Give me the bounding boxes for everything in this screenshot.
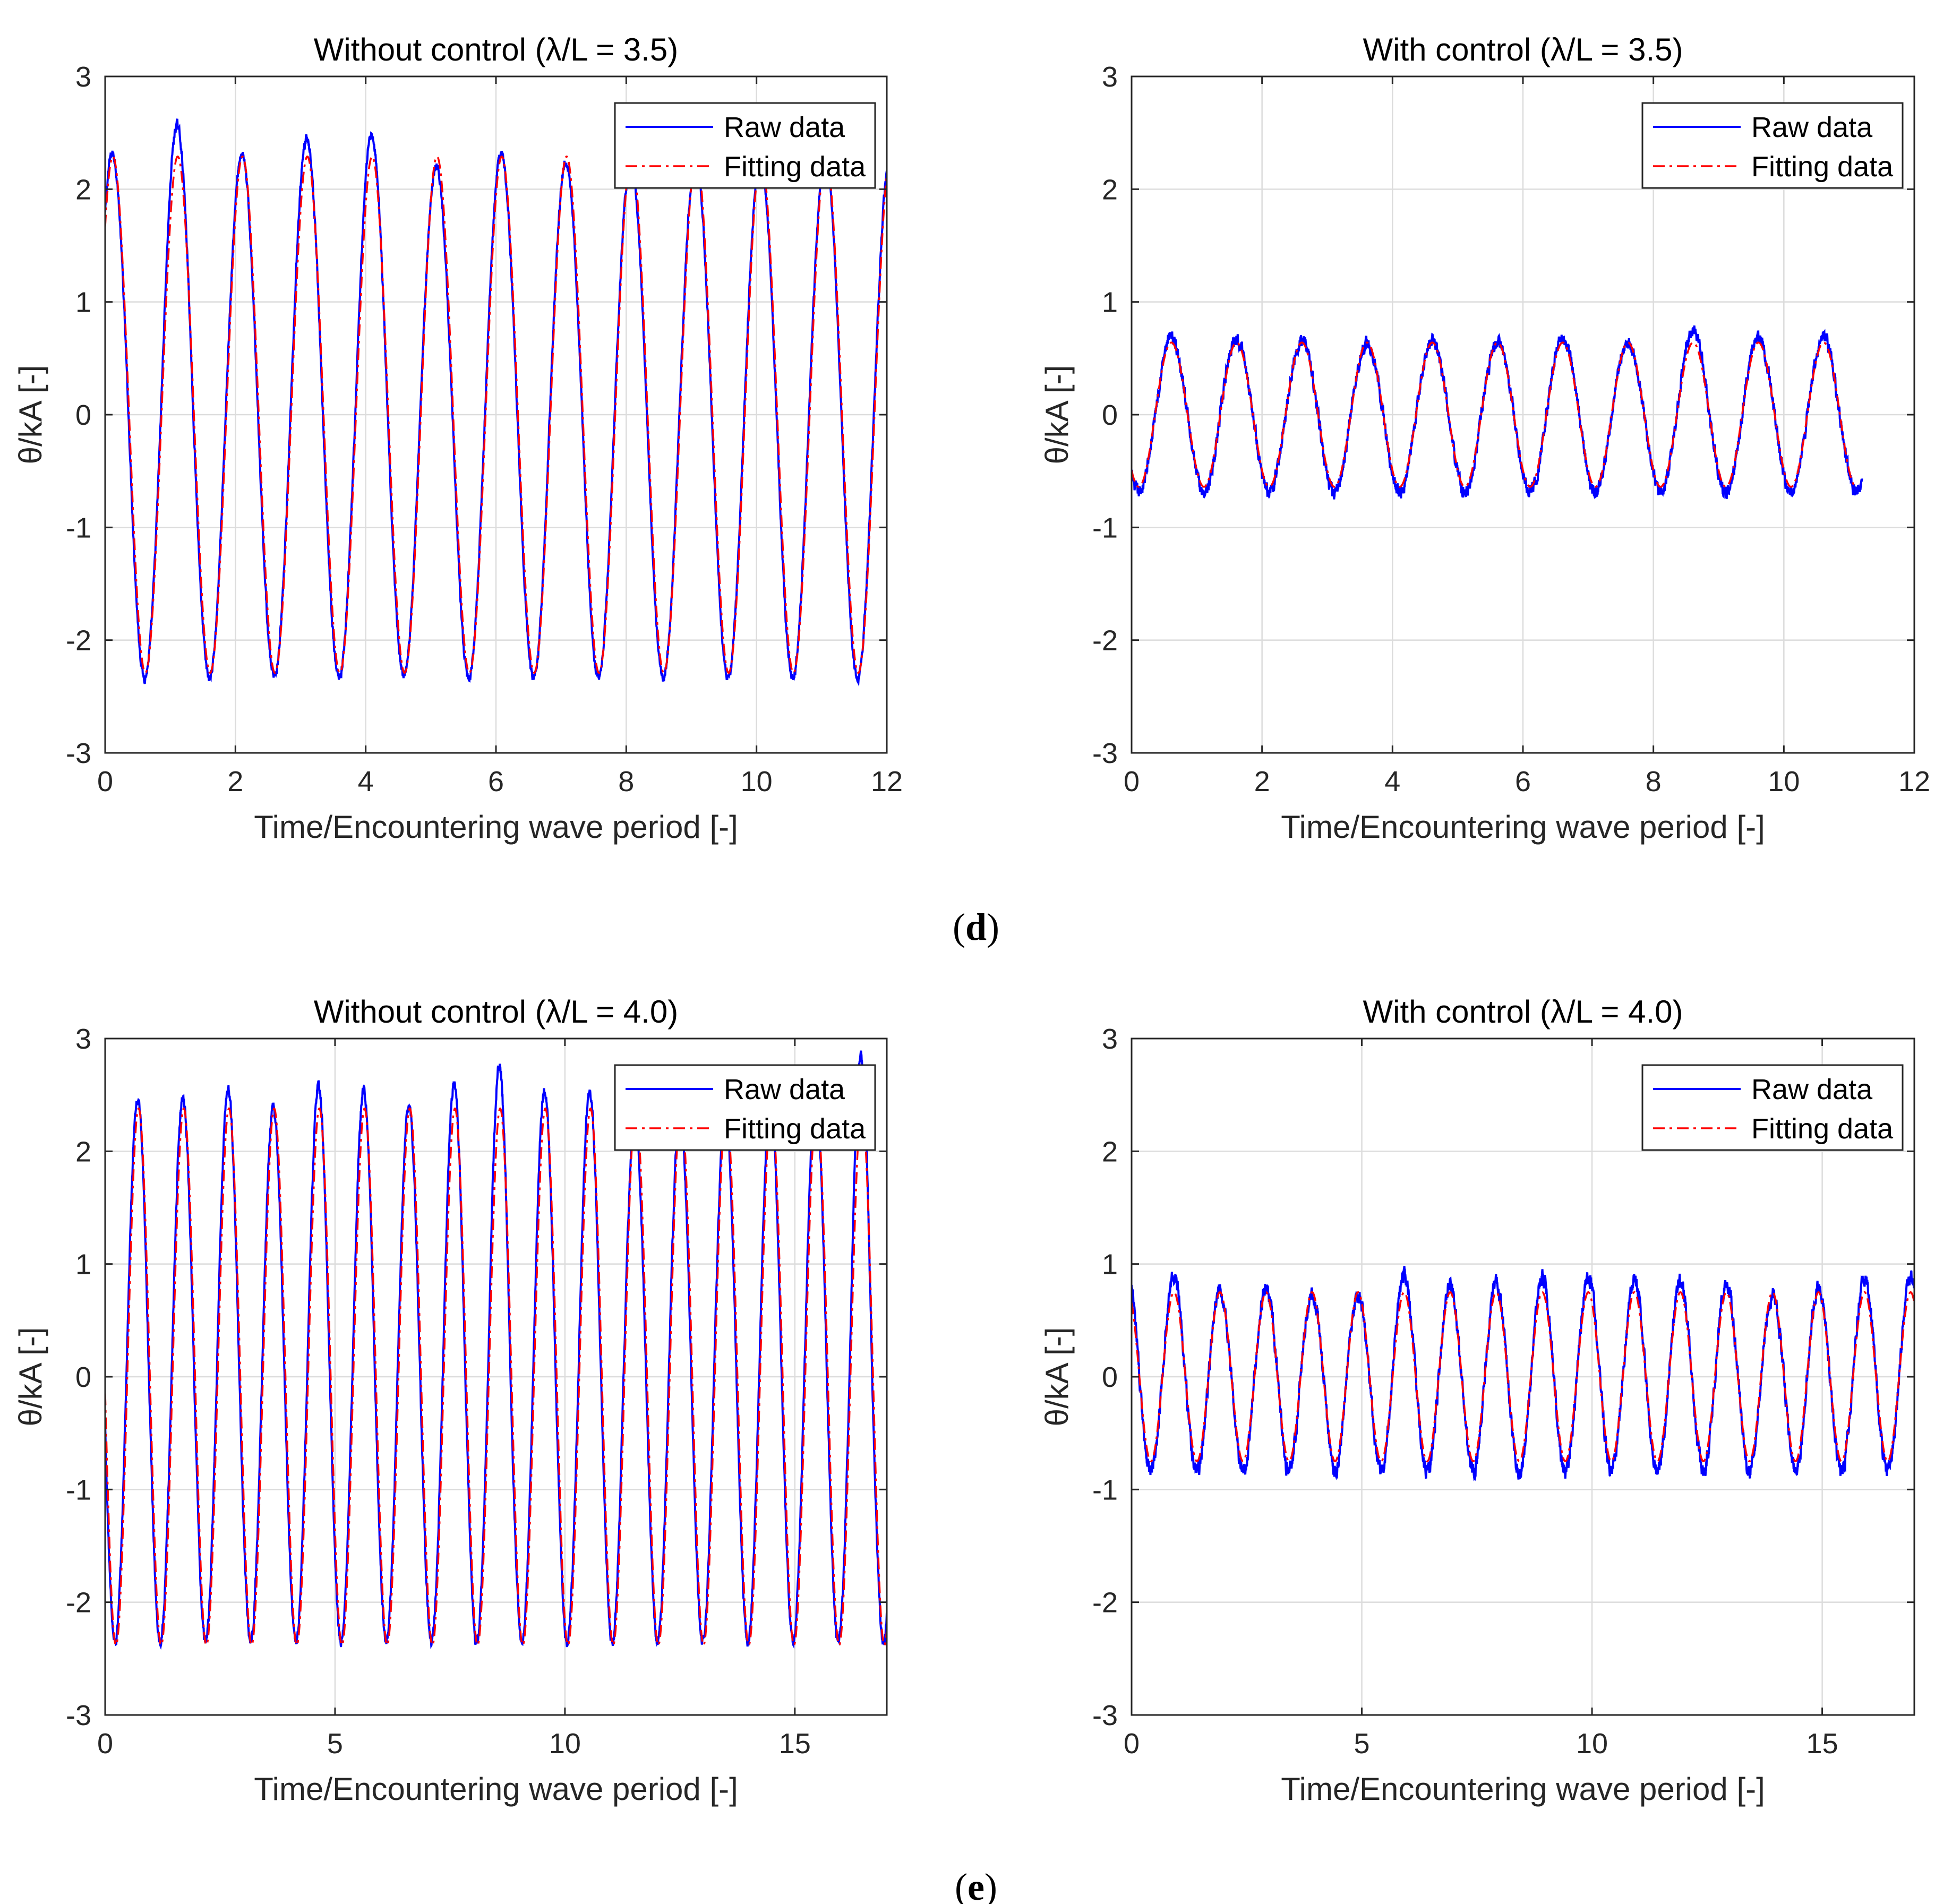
y-tick-label: -3 [1092,1700,1118,1731]
y-tick-label: 1 [75,287,91,319]
y-tick-label: -2 [1092,625,1118,657]
legend-label: Fitting data [1751,1113,1894,1145]
legend-label: Raw data [1751,1074,1873,1105]
x-tick-label: 8 [1646,766,1662,797]
y-tick-label: -3 [66,737,91,769]
y-axis-label: θ/kA [-] [13,365,48,465]
y-tick-label: -1 [66,1474,91,1506]
x-axis-label: Time/Encountering wave period [-] [254,1771,738,1807]
x-tick-label: 2 [227,766,243,797]
y-tick-label: 1 [1102,1249,1118,1281]
chart-title: Without control (λ/L = 4.0) [314,994,678,1030]
chart-title: With control (λ/L = 3.5) [1363,32,1683,67]
legend-box [1641,1064,1904,1151]
y-axis-label: θ/kA [-] [1039,365,1075,465]
y-tick-label: -2 [1092,1587,1118,1619]
y-tick-label: -1 [1092,512,1118,544]
x-axis-label: Time/Encountering wave period [-] [1281,1771,1765,1807]
y-tick-label: 2 [75,174,91,205]
legend: Raw data Fitting data [614,102,876,189]
y-tick-label: 2 [1102,1136,1118,1168]
chart-title: With control (λ/L = 4.0) [1363,994,1683,1030]
x-tick-label: 4 [358,766,374,797]
x-tick-label: 4 [1384,766,1400,797]
x-tick-label: 8 [618,766,634,797]
y-tick-label: 3 [75,1023,91,1055]
chart-e_right: 0 5 10 15 -3 -2 -1 0 1 2 3 With control (λ/L = 4.0)… [1039,994,1915,1807]
y-tick-label: -2 [66,625,91,657]
y-tick-label: 2 [1102,174,1118,205]
y-tick-label: 3 [1102,61,1118,93]
legend-label: Fitting data [724,151,866,183]
x-tick-label: 0 [1124,766,1140,797]
y-tick-label: -1 [66,512,91,544]
x-tick-label: 2 [1254,766,1270,797]
chart-e_left: 0 5 10 15 -3 -2 -1 0 1 2 3 Without control (λ/L = 4… [13,994,888,1807]
x-tick-label: 12 [1898,766,1930,797]
panel-label-d: (d) [953,906,999,948]
y-tick-label: 0 [1102,399,1118,431]
x-tick-label: 6 [1515,766,1531,797]
legend: Raw data Fitting data [1641,102,1904,189]
legend-label: Fitting data [1751,151,1894,183]
fitting-data-series [1132,1291,1914,1462]
x-tick-label: 15 [1807,1728,1838,1760]
x-tick-label: 5 [1354,1728,1370,1760]
x-tick-label: 6 [488,766,504,797]
legend-label: Fitting data [724,1113,866,1145]
y-tick-label: -3 [1092,737,1118,769]
y-tick-label: 3 [1102,1023,1118,1055]
y-tick-label: 0 [75,1361,91,1393]
panel-label-e: (e) [955,1866,997,1904]
legend: Raw data Fitting data [1641,1064,1904,1151]
y-tick-label: 0 [1102,1361,1118,1393]
y-tick-label: -2 [66,1587,91,1619]
y-axis-label: θ/kA [-] [1039,1327,1075,1427]
y-tick-label: 3 [75,61,91,93]
x-tick-label: 0 [97,766,113,797]
x-tick-label: 10 [741,766,773,797]
legend-box [614,102,876,189]
x-tick-label: 10 [1768,766,1800,797]
legend-label: Raw data [724,1074,845,1105]
y-tick-label: 2 [75,1136,91,1168]
legend: Raw data Fitting data [614,1064,876,1151]
x-axis-label: Time/Encountering wave period [-] [1281,809,1765,845]
legend-box [1641,102,1904,189]
legend-box [614,1064,876,1151]
y-axis-label: θ/kA [-] [13,1327,48,1427]
x-tick-label: 0 [97,1728,113,1760]
x-axis-label: Time/Encountering wave period [-] [254,809,738,845]
legend-label: Raw data [724,112,845,143]
x-tick-label: 10 [1576,1728,1608,1760]
x-tick-label: 15 [779,1728,811,1760]
y-tick-label: -1 [1092,1474,1118,1506]
x-tick-label: 12 [871,766,903,797]
y-tick-label: 1 [1102,287,1118,319]
chart-title: Without control (λ/L = 3.5) [314,32,678,67]
x-tick-label: 0 [1124,1728,1140,1760]
x-tick-label: 5 [327,1728,343,1760]
y-tick-label: 0 [75,399,91,431]
fitting-data-series [105,156,887,674]
fitting-data-series [1132,341,1856,488]
x-tick-label: 10 [549,1728,581,1760]
legend-label: Raw data [1751,112,1873,143]
y-tick-label: 1 [75,1249,91,1281]
y-tick-label: -3 [66,1700,91,1731]
fitting-data-series [105,1107,887,1646]
